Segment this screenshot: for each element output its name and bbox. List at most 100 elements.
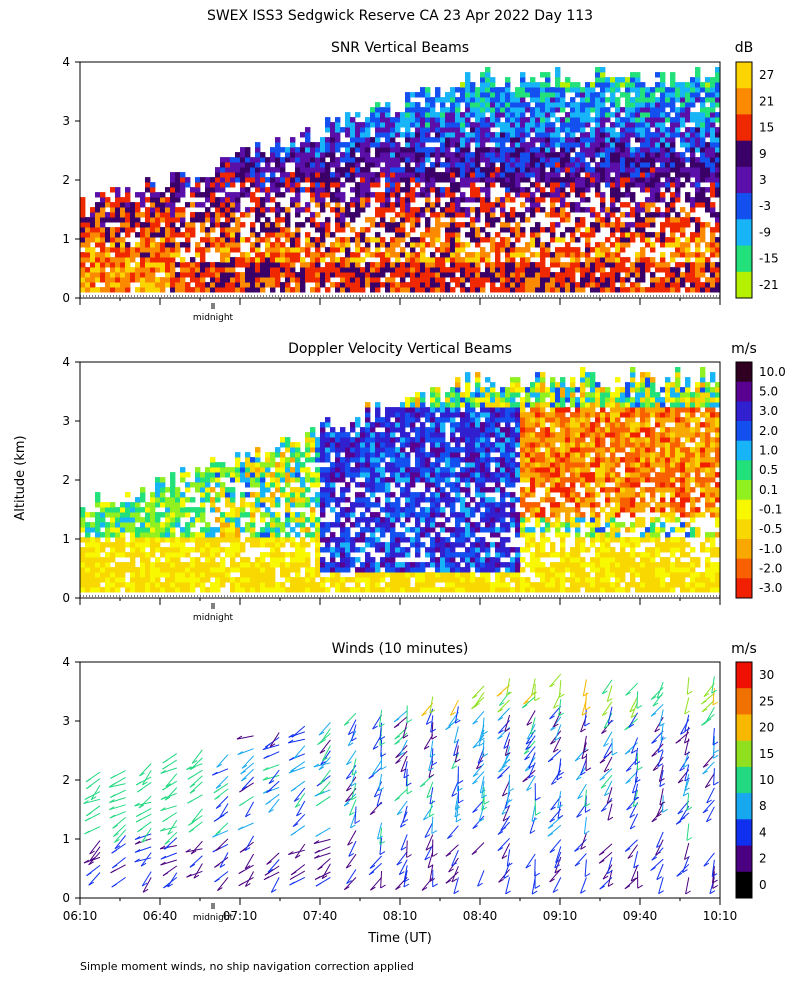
heatmap-cell (315, 282, 321, 288)
heatmap-cell (705, 157, 711, 163)
heatmap-cell (485, 162, 491, 168)
heatmap-cell (535, 87, 541, 93)
heatmap-cell (325, 152, 331, 158)
heatmap-cell (305, 437, 311, 443)
heatmap-cell (690, 157, 696, 163)
heatmap-cell (165, 507, 171, 513)
heatmap-cell (300, 162, 306, 168)
heatmap-cell (145, 512, 151, 518)
heatmap-cell (325, 247, 331, 253)
heatmap-cell (360, 192, 366, 198)
heatmap-cell (510, 137, 516, 143)
heatmap-cell (495, 142, 501, 148)
heatmap-cell (400, 122, 406, 128)
heatmap-cell (560, 237, 566, 243)
heatmap-cell (160, 552, 166, 558)
heatmap-cell (485, 92, 491, 98)
colorbar-swatch (736, 88, 752, 115)
heatmap-cell (330, 267, 336, 273)
heatmap-cell (265, 542, 271, 548)
heatmap-cell (370, 512, 376, 518)
heatmap-cell (270, 537, 276, 543)
heatmap-cell (480, 247, 486, 253)
heatmap-cell (215, 527, 221, 533)
heatmap-cell (180, 187, 186, 193)
heatmap-cell (625, 267, 631, 273)
heatmap-cell (375, 522, 381, 528)
heatmap-cell (390, 192, 396, 198)
heatmap-cell (385, 527, 391, 533)
heatmap-cell (350, 437, 356, 443)
heatmap-cell (95, 232, 101, 238)
heatmap-cell (355, 252, 361, 258)
heatmap-cell (580, 107, 586, 113)
heatmap-cell (100, 272, 106, 278)
heatmap-cell (135, 232, 141, 238)
heatmap-cell (260, 272, 266, 278)
heatmap-cell (195, 517, 201, 523)
heatmap-cell (170, 287, 176, 293)
heatmap-cell (560, 277, 566, 283)
heatmap-cell (315, 447, 321, 453)
heatmap-cell (615, 222, 621, 228)
heatmap-cell (685, 82, 691, 88)
heatmap-cell (550, 102, 556, 108)
heatmap-cell (375, 447, 381, 453)
heatmap-cell (260, 552, 266, 558)
heatmap-cell (295, 532, 301, 538)
heatmap-cell (205, 232, 211, 238)
heatmap-cell (195, 577, 201, 583)
heatmap-cell (615, 287, 621, 293)
heatmap-cell (520, 172, 526, 178)
heatmap-cell (95, 502, 101, 508)
heatmap-cell (535, 177, 541, 183)
heatmap-cell (580, 112, 586, 118)
heatmap-cell (610, 92, 616, 98)
heatmap-cell (705, 222, 711, 228)
heatmap-cell (180, 562, 186, 568)
heatmap-cell (95, 492, 101, 498)
heatmap-cell (150, 192, 156, 198)
heatmap-cell (565, 82, 571, 88)
heatmap-cell (335, 577, 341, 583)
heatmap-cell (325, 122, 331, 128)
heatmap-cell (210, 462, 216, 468)
heatmap-cell (155, 227, 161, 233)
heatmap-cell (665, 237, 671, 243)
heatmap-cell (375, 587, 381, 593)
heatmap-cell (445, 127, 451, 133)
heatmap-cell (415, 122, 421, 128)
heatmap-cell (200, 542, 206, 548)
heatmap-cell (510, 152, 516, 158)
heatmap-cell (260, 492, 266, 498)
heatmap-cell (655, 137, 661, 143)
heatmap-cell (335, 522, 341, 528)
heatmap-cell (150, 547, 156, 553)
heatmap-cell (175, 182, 181, 188)
heatmap-cell (445, 97, 451, 103)
heatmap-cell (710, 77, 716, 83)
heatmap-cell (615, 137, 621, 143)
heatmap-cell (660, 232, 666, 238)
heatmap-cell (215, 547, 221, 553)
heatmap-cell (295, 227, 301, 233)
heatmap-cell (460, 122, 466, 128)
heatmap-cell (705, 147, 711, 153)
heatmap-cell (315, 197, 321, 203)
heatmap-cell (295, 252, 301, 258)
heatmap-cell (250, 277, 256, 283)
heatmap-cell (525, 152, 531, 158)
heatmap-cell (605, 87, 611, 93)
heatmap-cell (135, 552, 141, 558)
heatmap-cell (335, 177, 341, 183)
heatmap-cell (370, 237, 376, 243)
heatmap-cell (305, 217, 311, 223)
heatmap-cell (655, 117, 661, 123)
heatmap-cell (655, 277, 661, 283)
heatmap-cell (225, 182, 231, 188)
heatmap-cell (410, 257, 416, 263)
heatmap-cell (150, 527, 156, 533)
heatmap-cell (625, 187, 631, 193)
heatmap-cell (425, 112, 431, 118)
heatmap-cell (640, 152, 646, 158)
